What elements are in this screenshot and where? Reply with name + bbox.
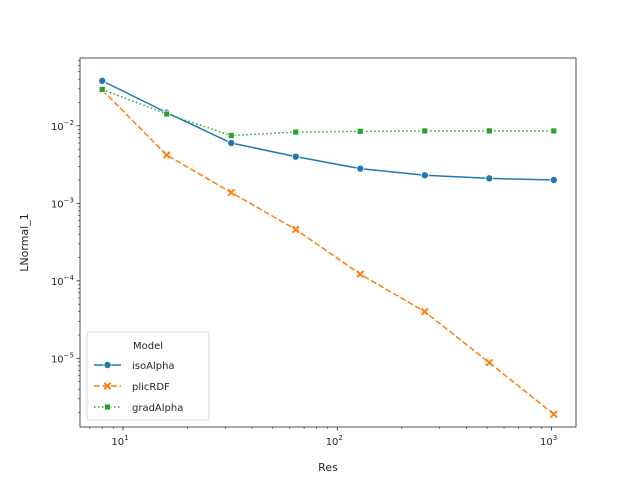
data-point-isoAlpha	[356, 164, 365, 173]
y-axis-label: LNormal_1	[18, 213, 31, 271]
legend-marker-isoAlpha	[103, 360, 112, 369]
y-tick-label: 10−5	[51, 351, 74, 365]
data-point-plicRDF	[420, 307, 429, 316]
x-tick-label: 102	[326, 434, 343, 448]
x-tick-label: 103	[540, 434, 557, 448]
x-tick-base: 10	[111, 437, 124, 448]
data-point-gradAlpha	[421, 127, 429, 135]
data-point-plicRDF	[356, 270, 365, 279]
y-tick-exponent: −4	[64, 274, 75, 282]
y-tick-label: 10−2	[51, 119, 74, 133]
series-line-gradAlpha	[101, 88, 554, 137]
data-point-gradAlpha	[292, 128, 300, 136]
legend-label-gradAlpha: gradAlpha	[132, 403, 183, 414]
data-point-isoAlpha	[98, 76, 107, 85]
x-tick-exponent: 1	[124, 434, 128, 442]
data-point-isoAlpha	[227, 139, 236, 148]
data-point-gradAlpha	[485, 127, 493, 135]
data-point-gradAlpha	[356, 127, 364, 135]
y-tick-exponent: −5	[64, 351, 74, 359]
series-gradAlpha	[98, 86, 558, 139]
data-point-gradAlpha	[98, 86, 106, 93]
y-tick-base: 10	[51, 354, 64, 365]
data-point-isoAlpha	[291, 152, 300, 161]
plot-area	[98, 76, 558, 419]
data-point-gradAlpha	[227, 132, 235, 139]
legend-title: Model	[133, 341, 163, 352]
data-point-isoAlpha	[420, 171, 429, 180]
data-point-plicRDF	[549, 410, 558, 419]
data-point-gradAlpha	[163, 110, 171, 118]
y-tick-label: 10−3	[51, 196, 74, 210]
series-line-plicRDF	[101, 89, 555, 415]
legend-label-plicRDF: plicRDF	[132, 382, 170, 393]
data-point-isoAlpha	[485, 174, 494, 183]
data-point-gradAlpha	[550, 127, 558, 135]
plot-frame	[79, 57, 577, 428]
legend-label-isoAlpha: isoAlpha	[132, 361, 175, 372]
x-tick-base: 10	[326, 437, 339, 448]
data-point-plicRDF	[485, 358, 494, 367]
legend-marker-gradAlpha	[104, 403, 111, 411]
x-axis-label: Res	[318, 461, 338, 474]
data-point-plicRDF	[162, 151, 171, 159]
y-tick-exponent: −3	[64, 196, 74, 204]
legend-box	[86, 331, 210, 421]
x-tick-exponent: 3	[553, 434, 557, 442]
legend-marker-plicRDF	[103, 382, 112, 390]
y-tick-exponent: −2	[64, 119, 74, 127]
y-tick-base: 10	[51, 122, 64, 133]
data-point-isoAlpha	[549, 175, 558, 184]
data-point-plicRDF	[291, 225, 300, 234]
data-point-plicRDF	[227, 188, 236, 197]
legend: Model isoAlpha plicRDF gradAlpha	[86, 331, 210, 421]
y-tick-base: 10	[51, 199, 64, 210]
x-tick-exponent: 2	[338, 434, 342, 442]
y-tick-label: 10−4	[51, 274, 75, 288]
x-tick-base: 10	[540, 437, 553, 448]
x-tick-label: 101	[111, 434, 128, 448]
y-tick-base: 10	[51, 277, 64, 288]
